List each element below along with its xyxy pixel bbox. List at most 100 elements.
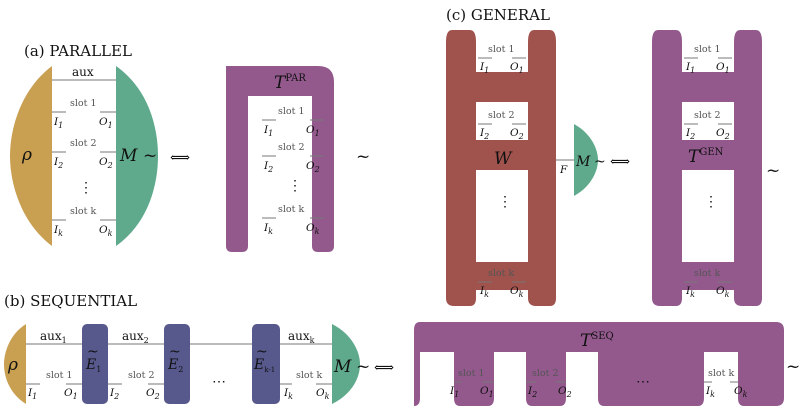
svg-text:slot 1: slot 1 [278,106,305,117]
vertical-dots-general-w: ⋮ [498,194,512,210]
general-w-label: W [494,149,513,169]
output-label: O2 [510,127,524,141]
input-label: I1 [449,385,459,399]
output-label: O2 [558,385,572,399]
slot-2-tester-gen: slot 2 I2 O2 [684,110,732,141]
svg-text:slot 2: slot 2 [128,370,155,381]
svg-text:slot k: slot k [296,370,322,381]
input-label: Ik [685,285,695,299]
tilde-general-m: ~ [594,154,606,170]
slot-1-sequential: slot 1 I1 O1 [26,370,82,401]
output-label: Ok [306,222,320,236]
input-label: Ik [283,387,293,401]
tester-seq-shape [414,322,784,406]
tester-par-label: TPAR [274,73,306,93]
output-label: O1 [510,61,524,75]
output-label: Ok [734,385,748,399]
input-label: I2 [479,127,489,141]
tilde-tester-par: ~ [356,147,370,167]
slot-k-tester-gen: slot k Ik Ok [684,268,732,299]
output-label: O1 [64,387,78,401]
output-label: Ok [316,387,330,401]
slot-k-general-w: slot k Ik Ok [478,268,526,299]
input-label: Ik [53,224,63,238]
input-label: I2 [109,387,119,401]
input-label: Ik [263,222,273,236]
aux-label-2: aux2 [122,329,149,345]
tilde-parallel: ~ [143,146,157,166]
vertical-dots-parallel: ⋮ [79,180,93,196]
vertical-dots-tester-gen: ⋮ [704,194,718,210]
f-label: F [559,164,568,176]
channel-e2-label: E2 [167,357,183,374]
channel-e1-label: E1 [85,357,101,374]
channel-e2 [164,324,190,404]
aux-label-parallel: aux [72,65,94,79]
tilde-mark-ekm1: ~ [256,344,268,360]
svg-text:slot 2: slot 2 [532,368,559,379]
output-label: O2 [146,387,160,401]
channel-ekm1-label: Ek-1 [253,357,275,374]
svg-text:slot k: slot k [278,204,304,215]
input-label: I1 [685,61,695,75]
measurement-symbol-sequential: M [333,357,352,377]
tilde-sequential-m: ~ [356,357,370,377]
output-label: O1 [306,124,320,138]
slot-1-parallel: slot 1 I1 O1 [52,98,116,130]
tester-seq-label: TSEQ [580,331,614,351]
equivalence-arrow-parallel: ⟺ [170,150,190,166]
slot-k-sequential: slot k Ik Ok [280,370,332,401]
channel-ekm1 [252,324,280,404]
measurement-shape-general [574,124,598,196]
svg-text:slot k: slot k [488,268,514,279]
svg-text:slot 2: slot 2 [488,110,515,121]
svg-text:slot k: slot k [694,268,720,279]
panel-label-parallel: (a) PARALLEL [24,42,132,60]
tester-par-shape [226,66,334,252]
svg-text:slot 2: slot 2 [694,110,721,121]
svg-text:slot 1: slot 1 [458,368,485,379]
input-label: I1 [27,387,37,401]
tilde-tester-gen: ~ [766,161,780,181]
slot-2-general-w: slot 2 I2 O2 [478,110,526,141]
input-label: I1 [479,61,489,75]
input-label: I1 [53,116,63,130]
rho-symbol-parallel: ρ [21,145,32,165]
output-label: O2 [306,160,320,174]
slot-1-general-w: slot 1 I1 O1 [478,44,526,75]
svg-text:slot 1: slot 1 [488,44,515,55]
input-label: I2 [685,127,695,141]
measurement-symbol-general: M [575,154,591,170]
svg-text:slot 1: slot 1 [694,44,721,55]
svg-text:slot 2: slot 2 [278,142,305,153]
output-label: O1 [716,61,730,75]
tilde-mark-e2: ~ [169,344,181,360]
vertical-dots-tester-par: ⋮ [288,178,302,194]
aux-label-1: aux1 [40,329,67,345]
aux-label-k: auxk [288,329,315,345]
slot-1-tester-gen: slot 1 I1 O1 [684,44,732,75]
horizontal-dots-sequential: ⋯ [212,374,226,390]
input-label: I2 [53,156,63,170]
output-label: O1 [480,385,494,399]
slot-2-sequential: slot 2 I2 O2 [108,370,164,401]
input-label: I2 [263,160,273,174]
measurement-shape-sequential [332,324,360,404]
output-label: Ok [510,285,524,299]
slot-k-parallel: slot k Ik Ok [52,206,116,238]
rho-shape-parallel [10,66,52,246]
input-label: Ik [479,285,489,299]
channel-e1 [82,324,108,404]
slot-2-tester-seq: slot 2 I2 O2 [526,368,572,399]
tilde-mark-e1: ~ [87,344,99,360]
tilde-tester-seq: ~ [786,357,800,377]
general-w-shape [446,30,556,306]
output-label: Ok [99,224,113,238]
slot-1-tester-seq: slot 1 I1 O1 [449,368,494,399]
slot-k-tester-par: slot k Ik Ok [262,204,324,236]
output-label: O2 [716,127,730,141]
measurement-shape-parallel [116,66,158,246]
panel-label-sequential: (b) SEQUENTIAL [4,292,137,310]
svg-text:slot 1: slot 1 [70,98,97,109]
